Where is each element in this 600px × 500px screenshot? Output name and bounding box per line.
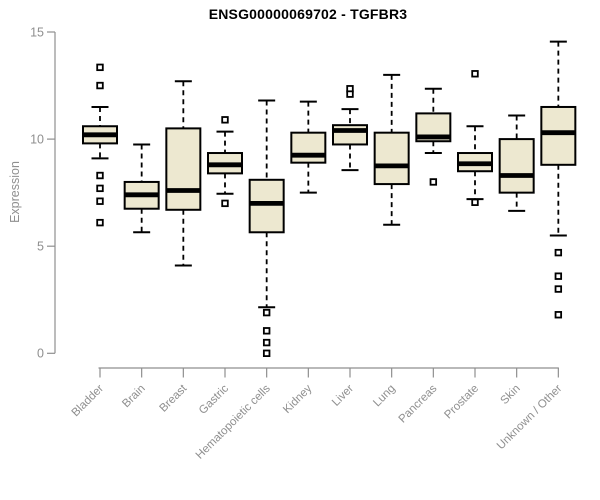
outlier-point	[429, 178, 438, 186]
outlier-point	[554, 248, 563, 257]
outlier-point	[96, 218, 104, 227]
x-category-label: Bladder	[70, 383, 107, 420]
x-category-label: Gastric	[197, 382, 231, 416]
y-axis-title: Expression	[8, 161, 22, 223]
x-category-label: Prostate	[442, 383, 481, 422]
box-iqr	[540, 105, 577, 166]
box-iqr	[165, 127, 202, 211]
x-category-label: Pancreas	[397, 382, 440, 425]
box-iqr	[373, 131, 410, 186]
x-category-label: Liver	[330, 383, 356, 409]
outlier-point	[471, 198, 479, 206]
chart-title: ENSG00000069702 - TGFBR3	[208, 6, 408, 22]
outlier-point	[221, 199, 229, 208]
outlier-point	[346, 90, 354, 98]
outlier-point	[221, 116, 229, 124]
outlier-point	[554, 285, 563, 293]
box-iqr	[498, 138, 535, 194]
box-iqr	[290, 131, 327, 164]
outlier-point	[262, 327, 271, 335]
y-tick-label: 15	[30, 25, 44, 39]
outlier-point	[262, 308, 271, 317]
outlier-point	[96, 171, 104, 180]
outlier-point	[96, 184, 104, 193]
x-category-label: Skin	[498, 383, 522, 407]
outlier-point	[96, 81, 104, 90]
outlier-point	[471, 70, 479, 78]
outlier-point	[96, 197, 104, 205]
y-tick-label: 5	[37, 240, 44, 254]
y-tick-label: 0	[37, 347, 44, 361]
box-iqr	[332, 124, 369, 146]
outlier-point	[262, 349, 271, 357]
y-tick-label: 10	[30, 132, 44, 146]
x-category-label: Lung	[371, 383, 398, 410]
outlier-point	[262, 338, 271, 347]
x-category-label: Kidney	[281, 382, 315, 416]
x-category-label: Hematopoietic cells	[194, 382, 273, 461]
x-category-label: Breast	[157, 382, 190, 415]
outlier-point	[554, 272, 563, 280]
outlier-point	[554, 311, 563, 319]
x-category-label: Brain	[120, 383, 147, 410]
box-iqr	[248, 178, 285, 234]
outlier-point	[96, 63, 104, 72]
